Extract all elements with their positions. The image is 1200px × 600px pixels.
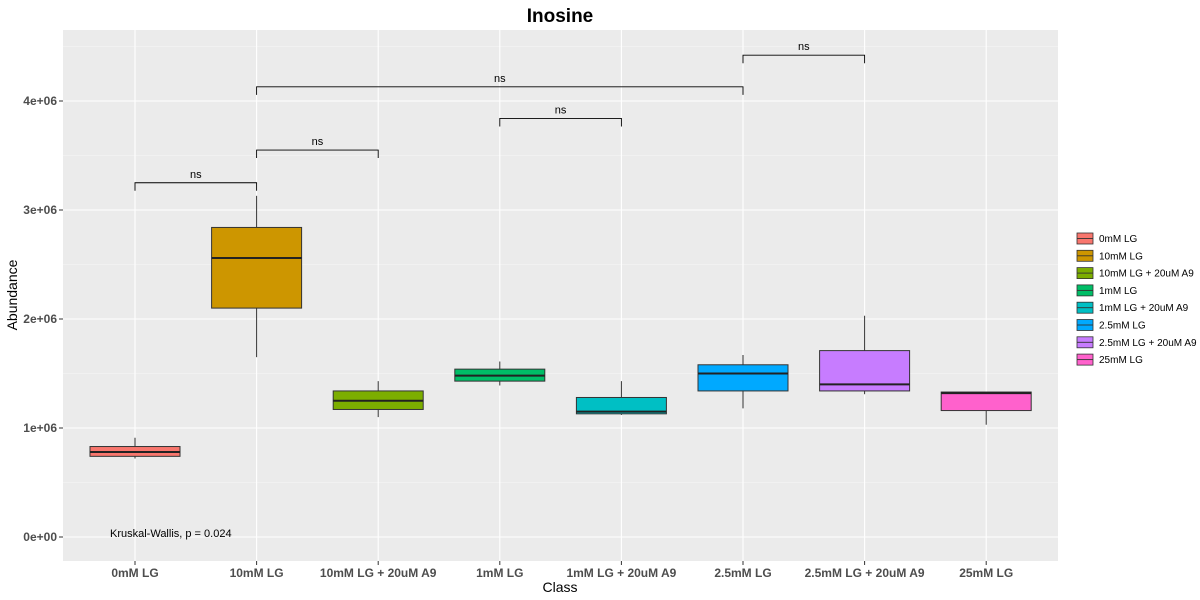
legend-item-1: 0mM LG — [1076, 232, 1138, 245]
legend-item-8: 25mM LG — [1076, 353, 1143, 366]
grid-major — [63, 30, 1058, 561]
legend-item-6: 2.5mM LG — [1076, 319, 1146, 332]
legend-item-4: 1mM LG — [1076, 284, 1138, 297]
legend-item-7: 2.5mM LG + 20uM A9 — [1076, 336, 1197, 349]
legend-label: 10mM LG + 20uM A9 — [1099, 269, 1194, 280]
comparison-3: ns — [499, 104, 622, 127]
legend-label: 0mM LG — [1099, 234, 1138, 245]
box-6 — [697, 354, 789, 409]
comparison-brackets: ns ns ns ns ns — [134, 41, 866, 191]
y-axis: 0e+00 1e+06 2e+06 3e+06 4e+06 — [23, 94, 63, 544]
bracket — [134, 182, 258, 191]
x-tick-label: 1mM LG + 20uM A9 — [566, 566, 676, 580]
legend: 0mM LG 10mM LG 10mM LG + 20uM A9 1mM LG 1mM … — [1076, 232, 1197, 366]
y-tick-label: 2e+06 — [23, 312, 57, 326]
x-tick-label: 0mM LG — [111, 566, 158, 580]
boxes — [89, 195, 1032, 459]
y-tick-label: 1e+06 — [23, 421, 57, 435]
legend-label: 2.5mM LG + 20uM A9 — [1099, 338, 1197, 349]
legend-item-2: 10mM LG — [1076, 249, 1143, 262]
bracket — [256, 86, 744, 95]
chart-title: Inosine — [527, 6, 594, 27]
x-axis: 0mM LG 10mM LG 10mM LG + 20uM A9 1mM LG 1mM … — [111, 561, 1013, 580]
bracket — [499, 117, 622, 127]
x-tick-label: 1mM LG — [476, 566, 523, 580]
legend-item-5: 1mM LG + 20uM A9 — [1076, 301, 1189, 314]
comparison-4: ns — [256, 73, 744, 95]
comparison-label: ns — [798, 41, 810, 53]
box-iqr — [697, 364, 789, 392]
comparison-label: ns — [555, 104, 567, 116]
box-iqr — [940, 391, 1032, 412]
box-iqr — [211, 226, 303, 309]
box-3 — [332, 381, 424, 418]
kruskal-wallis-annotation: Kruskal-Wallis, p = 0.024 — [110, 528, 232, 540]
legend-item-3: 10mM LG + 20uM A9 — [1076, 267, 1194, 280]
x-tick-label: 2.5mM LG + 20uM A9 — [805, 566, 925, 580]
box-8 — [940, 391, 1032, 425]
x-tick-label: 2.5mM LG — [714, 566, 771, 580]
comparison-label: ns — [312, 136, 324, 148]
comparison-label: ns — [190, 169, 202, 181]
box-5 — [575, 381, 667, 415]
bracket — [256, 149, 379, 159]
box-7 — [819, 315, 911, 395]
y-tick-label: 0e+00 — [23, 530, 57, 544]
x-tick-label: 10mM LG — [230, 566, 284, 580]
legend-label: 2.5mM LG — [1099, 321, 1146, 332]
y-tick-label: 4e+06 — [23, 94, 57, 108]
box-1 — [89, 437, 181, 459]
legend-label: 1mM LG — [1099, 286, 1138, 297]
x-tick-label: 10mM LG + 20uM A9 — [320, 566, 437, 580]
comparison-2: ns — [256, 136, 379, 159]
comparison-5: ns — [742, 41, 866, 64]
x-axis-title: Class — [542, 579, 577, 595]
box-4 — [454, 361, 546, 386]
comparison-1: ns — [134, 169, 258, 191]
x-tick-label: 25mM LG — [959, 566, 1013, 580]
legend-label: 10mM LG — [1099, 251, 1143, 262]
legend-label: 25mM LG — [1099, 355, 1143, 366]
bracket — [742, 54, 866, 64]
y-axis-title: Abundance — [4, 259, 20, 330]
y-tick-label: 3e+06 — [23, 203, 57, 217]
box-iqr — [575, 396, 667, 415]
box-2 — [211, 195, 303, 358]
comparison-label: ns — [494, 73, 506, 85]
legend-label: 1mM LG + 20uM A9 — [1099, 303, 1189, 314]
